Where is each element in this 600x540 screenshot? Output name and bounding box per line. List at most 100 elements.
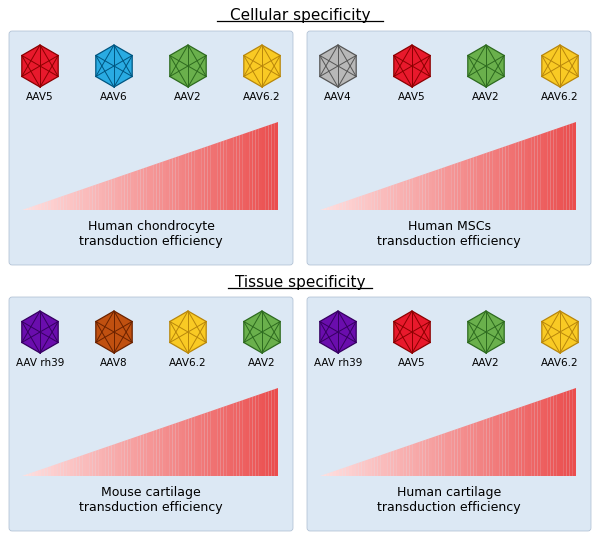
Polygon shape <box>487 418 490 476</box>
Polygon shape <box>157 429 160 476</box>
Polygon shape <box>448 431 451 476</box>
Polygon shape <box>563 125 566 210</box>
Polygon shape <box>217 142 220 210</box>
Polygon shape <box>525 404 528 476</box>
Polygon shape <box>368 192 371 210</box>
Polygon shape <box>47 466 51 476</box>
Polygon shape <box>54 464 57 476</box>
Text: AAV6.2: AAV6.2 <box>243 92 281 102</box>
Polygon shape <box>439 434 442 476</box>
Polygon shape <box>70 458 73 476</box>
Polygon shape <box>54 198 57 210</box>
Polygon shape <box>28 472 32 476</box>
Polygon shape <box>102 181 105 210</box>
Text: AAV rh39: AAV rh39 <box>16 358 64 368</box>
Polygon shape <box>265 125 268 210</box>
Polygon shape <box>538 400 541 476</box>
Polygon shape <box>115 177 118 210</box>
Polygon shape <box>343 201 346 210</box>
Polygon shape <box>563 392 566 476</box>
Polygon shape <box>249 397 253 476</box>
Polygon shape <box>445 166 448 210</box>
Polygon shape <box>95 450 99 476</box>
Polygon shape <box>163 427 166 476</box>
Polygon shape <box>394 45 430 87</box>
Polygon shape <box>243 399 246 476</box>
Polygon shape <box>205 412 208 476</box>
Text: Tissue specificity: Tissue specificity <box>235 275 365 290</box>
Polygon shape <box>550 396 554 476</box>
Polygon shape <box>521 406 525 476</box>
Text: AAV2: AAV2 <box>472 92 500 102</box>
Text: AAV5: AAV5 <box>398 358 426 368</box>
Polygon shape <box>435 170 439 210</box>
Polygon shape <box>131 437 134 476</box>
Polygon shape <box>461 427 464 476</box>
Polygon shape <box>115 443 118 476</box>
Polygon shape <box>470 423 473 476</box>
Polygon shape <box>560 393 563 476</box>
Polygon shape <box>41 468 44 476</box>
Polygon shape <box>96 311 132 353</box>
Text: Cellular specificity: Cellular specificity <box>230 8 370 23</box>
Polygon shape <box>391 451 394 476</box>
Polygon shape <box>160 161 163 210</box>
Polygon shape <box>153 430 157 476</box>
Polygon shape <box>339 202 343 210</box>
Polygon shape <box>422 174 425 210</box>
Polygon shape <box>244 45 280 87</box>
Polygon shape <box>265 392 268 476</box>
Polygon shape <box>333 205 336 210</box>
Polygon shape <box>147 432 150 476</box>
Text: AAV6.2: AAV6.2 <box>541 92 579 102</box>
Polygon shape <box>490 416 493 476</box>
Polygon shape <box>105 446 109 476</box>
Polygon shape <box>554 129 557 210</box>
Polygon shape <box>128 438 131 476</box>
Polygon shape <box>86 187 89 210</box>
Text: Human MSCs
transduction efficiency: Human MSCs transduction efficiency <box>377 220 521 248</box>
Polygon shape <box>188 152 191 210</box>
Text: AAV2: AAV2 <box>248 358 276 368</box>
Polygon shape <box>499 413 502 476</box>
Polygon shape <box>323 208 326 210</box>
Polygon shape <box>150 431 153 476</box>
Polygon shape <box>358 462 362 476</box>
Polygon shape <box>76 456 80 476</box>
Polygon shape <box>384 187 387 210</box>
Polygon shape <box>454 163 458 210</box>
Polygon shape <box>176 422 179 476</box>
Polygon shape <box>432 171 435 210</box>
Polygon shape <box>467 158 470 210</box>
Polygon shape <box>64 461 67 476</box>
Polygon shape <box>362 194 365 210</box>
Polygon shape <box>61 195 64 210</box>
Polygon shape <box>137 170 140 210</box>
Polygon shape <box>339 468 343 476</box>
Polygon shape <box>224 140 227 210</box>
Polygon shape <box>320 311 356 353</box>
Polygon shape <box>477 421 480 476</box>
Polygon shape <box>227 138 230 210</box>
Polygon shape <box>121 441 124 476</box>
Polygon shape <box>320 45 356 87</box>
Polygon shape <box>83 454 86 476</box>
Polygon shape <box>416 176 419 210</box>
Polygon shape <box>25 208 28 210</box>
Polygon shape <box>118 176 121 210</box>
Polygon shape <box>355 463 358 476</box>
Polygon shape <box>400 181 403 210</box>
Polygon shape <box>506 145 509 210</box>
FancyBboxPatch shape <box>9 297 293 531</box>
Polygon shape <box>182 420 185 476</box>
Polygon shape <box>32 206 35 210</box>
Polygon shape <box>547 397 550 476</box>
Polygon shape <box>112 178 115 210</box>
Polygon shape <box>541 133 544 210</box>
Polygon shape <box>502 412 506 476</box>
Polygon shape <box>458 161 461 210</box>
Polygon shape <box>550 130 554 210</box>
Polygon shape <box>432 436 435 476</box>
Polygon shape <box>442 433 445 476</box>
Polygon shape <box>153 164 157 210</box>
